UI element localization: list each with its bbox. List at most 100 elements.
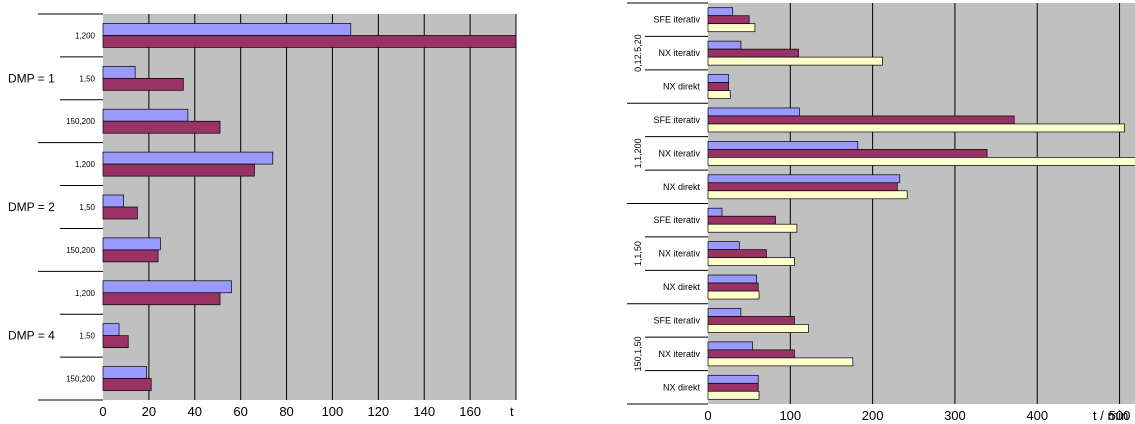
- group-label: 0,12.5,20: [633, 34, 643, 72]
- bar: [102, 65, 136, 79]
- x-tick-label: 200: [862, 408, 884, 423]
- bar: [102, 77, 184, 91]
- bar: [102, 206, 138, 220]
- group-label: 150,1,50: [633, 336, 643, 371]
- x-tick-label: 100: [779, 408, 801, 423]
- category-label: SFE iterativ: [653, 215, 700, 225]
- bar: [707, 215, 776, 225]
- category-label: SFE iterativ: [653, 115, 700, 125]
- category-label: 1,200: [75, 289, 96, 298]
- category-label: NX direkt: [663, 82, 701, 92]
- x-tick-label: 120: [367, 404, 389, 419]
- bar: [102, 378, 152, 391]
- x-tick-label: 300: [944, 408, 966, 423]
- bar: [707, 74, 729, 83]
- plot-area: [708, 3, 1135, 404]
- bar: [707, 82, 729, 91]
- plot-area: [103, 14, 516, 400]
- bar: [707, 357, 854, 367]
- bar: [707, 107, 800, 117]
- category-label: 150,200: [66, 375, 95, 384]
- bar: [707, 290, 760, 300]
- bar: [707, 15, 750, 25]
- x-tick-label: 80: [279, 404, 293, 419]
- bar: [707, 241, 740, 250]
- group-label: DMP = 1: [8, 71, 55, 85]
- bar: [707, 308, 742, 317]
- category-label: 1,200: [75, 160, 96, 169]
- bar: [102, 120, 221, 134]
- x-axis-label: t: [510, 404, 514, 419]
- bar: [707, 182, 898, 192]
- bar: [707, 349, 795, 359]
- bar: [707, 174, 901, 184]
- bar: [102, 194, 124, 208]
- bar: [707, 374, 759, 384]
- bar: [707, 149, 988, 158]
- bar: [102, 280, 232, 294]
- bar: [707, 390, 760, 400]
- group-label: DMP = 4: [8, 329, 55, 343]
- bar: [707, 249, 767, 258]
- category-label: 1,50: [79, 74, 95, 83]
- category-label: NX iterativ: [658, 148, 700, 158]
- chart-solver-times: 0,12.5,20 SFE iterativ NX iterativ NX direk…: [627, 2, 1135, 423]
- bar: [102, 23, 352, 36]
- category-label: NX iterativ: [658, 48, 700, 58]
- bar: [707, 7, 734, 17]
- category-label: NX direkt: [663, 182, 701, 192]
- bar: [707, 115, 1015, 125]
- x-tick-label: 60: [233, 404, 247, 419]
- bar: [102, 249, 159, 263]
- x-tick-label: 20: [142, 404, 156, 419]
- bar: [707, 257, 795, 266]
- bar: [102, 323, 120, 337]
- category-label: 1,50: [79, 203, 95, 212]
- bar: [707, 282, 759, 292]
- bar: [707, 207, 723, 217]
- x-axis-label: t / min: [1093, 408, 1128, 423]
- bar: [707, 141, 859, 150]
- bar: [707, 274, 757, 284]
- bar: [707, 157, 1135, 166]
- x-tick-label: 0: [704, 408, 711, 423]
- bar: [102, 292, 221, 306]
- bar: [707, 40, 742, 50]
- category-label: 1,200: [75, 31, 96, 40]
- bar: [102, 366, 147, 379]
- x-tick-label: 400: [1026, 408, 1048, 423]
- bar: [102, 151, 274, 165]
- category-label: NX direkt: [663, 282, 701, 292]
- category-label: 150,200: [66, 246, 95, 255]
- bar: [707, 382, 759, 392]
- x-tick-label: 0: [99, 404, 106, 419]
- x-tick-label: 160: [459, 404, 481, 419]
- bar: [102, 237, 161, 251]
- bar: [707, 341, 753, 351]
- category-label: NX iterativ: [658, 349, 700, 359]
- bar: [707, 123, 1125, 133]
- x-tick-label: 140: [413, 404, 435, 419]
- bar: [102, 35, 517, 48]
- chart-dmp-times: DMP = 1 1,200 1,50 150,200 DMP = 2 1,200 1,50 1…: [8, 13, 517, 419]
- bar: [102, 335, 129, 349]
- category-label: SFE iterativ: [653, 15, 700, 25]
- bar: [707, 48, 799, 58]
- category-label: NX direkt: [663, 382, 701, 392]
- group-label: 1,1,200: [633, 138, 643, 168]
- bar: [707, 223, 798, 233]
- bar: [707, 324, 809, 333]
- category-label: 150,200: [66, 117, 95, 126]
- category-label: SFE iterativ: [653, 315, 700, 325]
- bar: [707, 23, 756, 33]
- category-label: NX iterativ: [658, 249, 700, 259]
- category-label: 1,50: [79, 332, 95, 341]
- bar: [102, 108, 189, 122]
- x-tick-label: 40: [188, 404, 202, 419]
- bar: [707, 90, 731, 99]
- x-tick-label: 100: [322, 404, 344, 419]
- bar: [707, 316, 795, 325]
- group-label: 1,1,50: [633, 241, 643, 266]
- group-label: DMP = 2: [8, 200, 55, 214]
